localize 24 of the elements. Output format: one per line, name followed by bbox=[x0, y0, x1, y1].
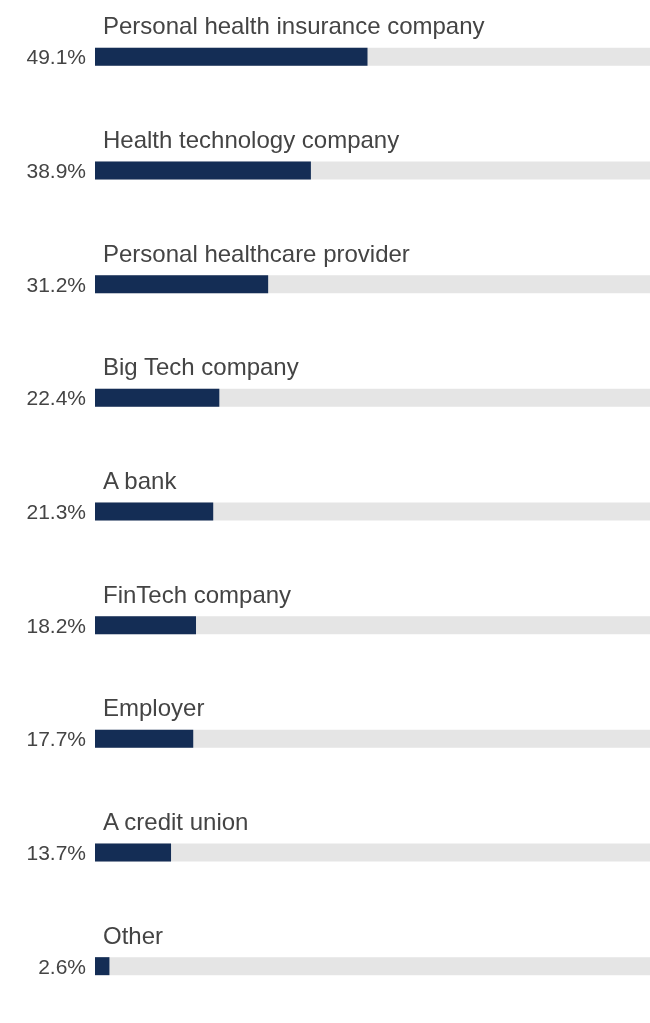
bar bbox=[95, 843, 172, 862]
data-label: 17.7% bbox=[26, 727, 86, 751]
data-label: 2.6% bbox=[38, 954, 86, 978]
data-label: 49.1% bbox=[26, 45, 86, 69]
bar bbox=[95, 616, 197, 635]
bar bbox=[95, 957, 110, 976]
bar bbox=[95, 729, 194, 748]
data-label: 38.9% bbox=[26, 159, 86, 182]
data-label: 18.2% bbox=[26, 613, 86, 637]
data-label: 13.7% bbox=[26, 841, 86, 864]
bar bbox=[95, 502, 214, 521]
y-tick-label: Big Tech company bbox=[103, 353, 299, 381]
y-tick-label: A bank bbox=[103, 467, 178, 494]
y-tick-label: FinTech company bbox=[103, 580, 292, 608]
data-label: 31.2% bbox=[26, 272, 86, 296]
y-tick-label: Employer bbox=[103, 694, 205, 722]
y-tick-label: Health technology company bbox=[103, 126, 400, 153]
y-tick-label: Personal healthcare provider bbox=[103, 239, 410, 267]
bar bbox=[95, 388, 220, 407]
data-label: 21.3% bbox=[26, 500, 86, 523]
data-label: 22.4% bbox=[26, 386, 86, 410]
y-tick-label: Personal health insurance company bbox=[103, 12, 485, 40]
y-tick-label: A credit union bbox=[103, 808, 249, 835]
y-tick-label: Other bbox=[103, 921, 164, 949]
